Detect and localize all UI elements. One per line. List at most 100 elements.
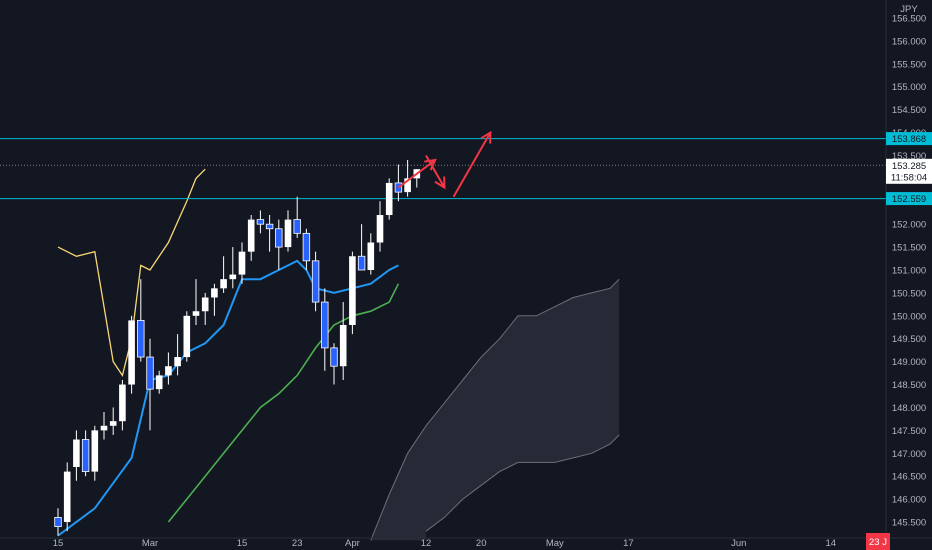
- price-tick-label: 156.000: [892, 36, 926, 47]
- time-tick-label: 15: [237, 538, 248, 549]
- candle[interactable]: [404, 160, 411, 197]
- candle[interactable]: [349, 251, 356, 335]
- time-tick-label: 15: [53, 538, 64, 549]
- candle[interactable]: [192, 279, 200, 325]
- candle-body: [174, 357, 181, 367]
- candle[interactable]: [284, 210, 292, 252]
- candle[interactable]: [128, 315, 135, 394]
- candle-body: [165, 366, 172, 376]
- candle-body: [192, 311, 200, 316]
- candle[interactable]: [54, 508, 62, 536]
- price-tick-label: 145.500: [892, 518, 926, 529]
- arrow-head: [434, 176, 446, 190]
- candle[interactable]: [211, 283, 218, 316]
- price-tick-label: 156.500: [892, 14, 926, 25]
- candle[interactable]: [91, 425, 99, 481]
- candle[interactable]: [293, 196, 301, 238]
- time-tick-label: 17: [623, 538, 634, 549]
- candle-body: [321, 301, 329, 349]
- candle[interactable]: [100, 412, 108, 440]
- price-tick-label: 148.500: [892, 380, 926, 391]
- candle-body: [183, 315, 191, 358]
- candle[interactable]: [385, 178, 393, 220]
- candle[interactable]: [330, 343, 338, 385]
- green-line: [167, 283, 400, 523]
- projection-arrow-2[interactable]: [452, 130, 492, 198]
- arrow-head: [480, 130, 492, 144]
- candle[interactable]: [247, 215, 255, 261]
- candle-body: [404, 178, 411, 193]
- candle-body: [256, 219, 265, 225]
- candle[interactable]: [357, 224, 366, 271]
- candle-body: [81, 439, 90, 473]
- price-tick-label: 149.500: [892, 334, 926, 345]
- currency-label: JPY: [900, 4, 918, 15]
- price-tick-label: 151.000: [892, 266, 926, 277]
- candle[interactable]: [63, 462, 71, 532]
- candle-body: [367, 242, 375, 270]
- candle[interactable]: [165, 352, 172, 385]
- candle-body: [137, 319, 145, 358]
- candle-body: [220, 279, 227, 289]
- candle-body: [284, 219, 292, 248]
- candle[interactable]: [183, 311, 191, 362]
- candle[interactable]: [119, 379, 126, 431]
- candle[interactable]: [109, 407, 117, 435]
- candle[interactable]: [339, 302, 347, 380]
- candle[interactable]: [376, 201, 384, 252]
- candle-body: [100, 425, 108, 431]
- candle[interactable]: [81, 430, 90, 477]
- candle[interactable]: [229, 247, 237, 289]
- arrow-shaft: [397, 159, 436, 189]
- candle[interactable]: [73, 430, 80, 481]
- level-tag-background: [886, 132, 932, 146]
- candle-body: [229, 274, 237, 280]
- candle[interactable]: [321, 288, 329, 371]
- price-tick-label: 153.500: [892, 151, 926, 162]
- candle-body: [91, 430, 99, 472]
- level-tag-label: 153.868: [892, 134, 926, 145]
- candle-body: [311, 260, 320, 303]
- price-tick-label: 155.000: [892, 82, 926, 93]
- candle[interactable]: [201, 292, 209, 325]
- candle[interactable]: [174, 334, 181, 376]
- last-price-label: 153.285: [892, 161, 926, 172]
- candle[interactable]: [146, 338, 154, 431]
- candle-body: [376, 215, 384, 243]
- projection-arrow-1[interactable]: [425, 154, 446, 190]
- candle[interactable]: [265, 215, 274, 252]
- price-tick-label: 146.500: [892, 472, 926, 483]
- yellow-line: [57, 168, 206, 377]
- time-tick-label: Mar: [142, 538, 158, 549]
- price-tick-label: 150.500: [892, 288, 926, 299]
- date-tag-background: [866, 533, 890, 550]
- price-tick-label: 148.000: [892, 403, 926, 414]
- time-tick-label: Jun: [731, 538, 746, 549]
- candle-body: [201, 297, 209, 312]
- candle[interactable]: [155, 370, 163, 394]
- level-tag-background: [886, 192, 932, 206]
- price-tick-label: 149.000: [892, 357, 926, 368]
- arrow-shaft: [452, 132, 492, 198]
- candle-body: [211, 288, 218, 298]
- candle[interactable]: [137, 279, 145, 362]
- candle-body: [349, 256, 356, 325]
- cloud-lower-line: [425, 434, 620, 532]
- price-tick-label: 147.000: [892, 449, 926, 460]
- candle[interactable]: [302, 228, 311, 270]
- candle[interactable]: [256, 210, 265, 234]
- candle[interactable]: [367, 233, 375, 275]
- date-tag-right: 23 J: [866, 533, 890, 550]
- candle-body: [357, 255, 366, 271]
- price-tick-label: 147.500: [892, 426, 926, 437]
- candle-body: [146, 356, 154, 390]
- candle[interactable]: [275, 219, 283, 270]
- price-tick-label: 151.500: [892, 243, 926, 254]
- candle[interactable]: [238, 242, 246, 284]
- candle[interactable]: [311, 251, 320, 312]
- candle-body: [302, 232, 311, 262]
- candle[interactable]: [220, 256, 227, 293]
- countdown-label: 11:58:04: [891, 172, 927, 183]
